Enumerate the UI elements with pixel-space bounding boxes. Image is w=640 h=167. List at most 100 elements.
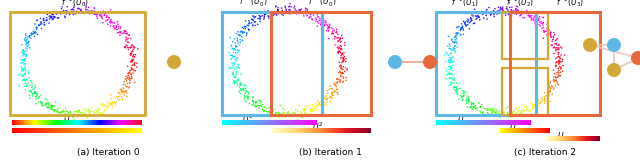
Point bbox=[58, 109, 68, 112]
Point bbox=[287, 113, 297, 115]
Point bbox=[305, 110, 316, 113]
Point bbox=[50, 108, 60, 111]
Point bbox=[250, 105, 260, 108]
Point bbox=[456, 28, 466, 31]
Point bbox=[96, 15, 106, 17]
Point bbox=[543, 88, 554, 91]
Point bbox=[321, 97, 331, 100]
Point bbox=[106, 98, 116, 100]
Point bbox=[235, 38, 245, 41]
Point bbox=[300, 109, 310, 111]
Point bbox=[325, 95, 335, 98]
Point bbox=[519, 17, 529, 19]
Point bbox=[439, 54, 449, 56]
Point bbox=[118, 83, 129, 86]
Point bbox=[236, 31, 246, 33]
Point bbox=[92, 111, 102, 114]
Point bbox=[493, 113, 503, 116]
Point bbox=[325, 85, 335, 87]
Point bbox=[273, 8, 283, 11]
Point bbox=[446, 39, 456, 41]
Point bbox=[506, 10, 516, 13]
Point bbox=[498, 9, 508, 12]
Point bbox=[462, 97, 472, 99]
Point bbox=[333, 51, 344, 53]
Point bbox=[506, 14, 516, 16]
Point bbox=[235, 41, 245, 43]
Point bbox=[87, 106, 97, 109]
Point bbox=[254, 107, 264, 109]
Point bbox=[22, 85, 33, 88]
Point bbox=[248, 18, 258, 21]
Point bbox=[120, 45, 131, 48]
Point bbox=[228, 48, 239, 50]
Point bbox=[102, 19, 112, 22]
Point bbox=[108, 101, 118, 104]
Point bbox=[232, 82, 242, 85]
Point bbox=[121, 36, 131, 39]
Point bbox=[461, 24, 471, 26]
Point bbox=[92, 110, 102, 113]
Point bbox=[328, 28, 338, 30]
Point bbox=[303, 12, 314, 15]
Point bbox=[122, 33, 132, 35]
Point bbox=[544, 29, 554, 31]
Point bbox=[299, 11, 309, 13]
Point bbox=[122, 82, 132, 85]
Point bbox=[235, 89, 245, 91]
Point bbox=[541, 100, 551, 102]
Point bbox=[76, 9, 86, 11]
Point bbox=[528, 18, 538, 21]
Point bbox=[89, 7, 99, 9]
Point bbox=[536, 102, 546, 105]
Point bbox=[331, 31, 341, 34]
Point bbox=[307, 107, 317, 110]
Point bbox=[66, 8, 76, 11]
Point bbox=[21, 82, 31, 85]
Point bbox=[336, 56, 346, 59]
Point bbox=[513, 9, 523, 11]
Point bbox=[449, 41, 459, 43]
Point bbox=[228, 64, 238, 67]
Point bbox=[227, 72, 237, 75]
Point bbox=[45, 16, 56, 19]
Point bbox=[339, 51, 349, 54]
Point bbox=[542, 23, 552, 26]
Point bbox=[555, 60, 565, 63]
Point bbox=[548, 38, 558, 41]
Point bbox=[248, 95, 259, 98]
Point bbox=[92, 13, 102, 16]
Point bbox=[447, 58, 457, 60]
Point bbox=[65, 110, 76, 113]
Point bbox=[339, 58, 349, 61]
Point bbox=[335, 70, 345, 72]
Point bbox=[19, 78, 29, 80]
Point bbox=[124, 87, 134, 89]
Point bbox=[66, 112, 76, 115]
Point bbox=[234, 83, 244, 86]
Point bbox=[18, 59, 28, 62]
Point bbox=[236, 30, 246, 32]
Point bbox=[445, 61, 455, 64]
Point bbox=[473, 16, 483, 18]
Point bbox=[463, 23, 473, 26]
Point bbox=[92, 110, 102, 112]
Point bbox=[302, 14, 312, 17]
Point bbox=[489, 108, 499, 110]
Point bbox=[122, 44, 132, 46]
Point bbox=[548, 38, 558, 41]
Point bbox=[81, 8, 91, 11]
Point bbox=[27, 33, 37, 35]
Point bbox=[475, 106, 485, 109]
Point bbox=[26, 86, 36, 89]
Point bbox=[458, 26, 468, 28]
Point bbox=[507, 6, 517, 9]
Point bbox=[90, 13, 100, 16]
Point bbox=[503, 13, 513, 16]
Point bbox=[531, 24, 541, 26]
Point bbox=[315, 17, 325, 20]
Point bbox=[280, 7, 291, 9]
Point bbox=[307, 105, 317, 107]
Point bbox=[266, 10, 276, 13]
Point bbox=[301, 13, 312, 15]
